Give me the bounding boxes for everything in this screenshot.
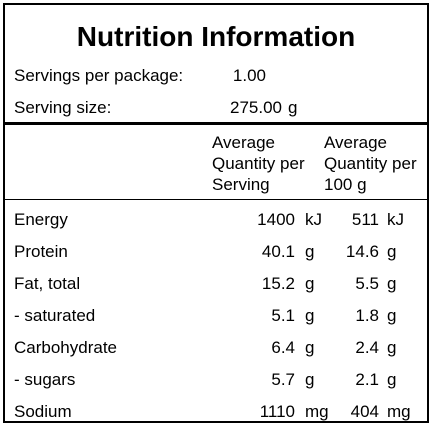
per-100g-unit: g	[387, 242, 397, 261]
nutrient-name: Sodium	[14, 402, 72, 421]
per-100g-value: 14.6	[345, 242, 379, 261]
per-serving-value: 5.7	[271, 370, 295, 389]
nutrient-name: - sugars	[14, 370, 76, 389]
per-100g-value: 2.1	[355, 370, 379, 389]
per-100g-unit: kJ	[387, 210, 404, 229]
nutrient-name: Protein	[14, 242, 68, 261]
column-header-line: Quantity per	[324, 154, 417, 173]
per-100g-value: 404	[350, 402, 379, 421]
column-header-per-serving: Average Quantity per Serving	[212, 134, 305, 197]
column-header-line: Serving	[212, 175, 270, 194]
servings-value: 1.00	[232, 66, 266, 85]
per-serving-unit: mg	[305, 402, 329, 421]
panel-title: Nutrition Information	[76, 21, 356, 52]
per-serving-value: 5.1	[271, 306, 295, 325]
servings-label: Servings per package:	[14, 66, 184, 85]
per-serving-unit: kJ	[305, 210, 322, 229]
column-header-line: 100 g	[324, 175, 367, 194]
column-header-line: Average	[324, 133, 388, 152]
per-100g-unit: g	[387, 306, 397, 325]
nutrient-name: Carbohydrate	[14, 338, 118, 357]
column-header-line: Quantity per	[212, 154, 305, 173]
serving-size-label: Serving size:	[14, 98, 112, 117]
per-serving-value: 1110	[259, 402, 295, 421]
nutrient-name: Energy	[14, 210, 68, 229]
nutrition-panel: Nutrition Information Servings per packa…	[3, 3, 429, 423]
column-header-per-100g: Average Quantity per 100 g	[324, 134, 417, 197]
per-100g-value: 511	[351, 210, 379, 229]
column-header-line: Average	[212, 133, 276, 152]
thin-divider	[5, 199, 427, 200]
per-100g-unit: g	[387, 274, 397, 293]
nutrient-name: Fat, total	[14, 274, 81, 293]
per-serving-value: 1400	[257, 210, 295, 229]
per-100g-value: 1.8	[355, 306, 379, 325]
per-100g-unit: g	[387, 370, 397, 389]
thick-divider	[5, 122, 427, 125]
per-100g-unit: mg	[387, 402, 411, 421]
per-serving-value: 15.2	[261, 274, 295, 293]
per-100g-unit: g	[387, 338, 397, 357]
per-100g-value: 2.4	[355, 338, 379, 357]
per-serving-value: 40.1	[261, 242, 295, 261]
serving-size-unit: g	[288, 98, 298, 117]
per-serving-unit: g	[305, 338, 315, 357]
per-serving-value: 6.4	[271, 338, 295, 357]
per-serving-unit: g	[305, 274, 315, 293]
serving-size-value: 275.00	[230, 98, 282, 117]
per-serving-unit: g	[305, 370, 315, 389]
per-serving-unit: g	[305, 242, 315, 261]
per-100g-value: 5.5	[355, 274, 379, 293]
per-serving-unit: g	[305, 306, 315, 325]
nutrient-name: - saturated	[14, 306, 96, 325]
